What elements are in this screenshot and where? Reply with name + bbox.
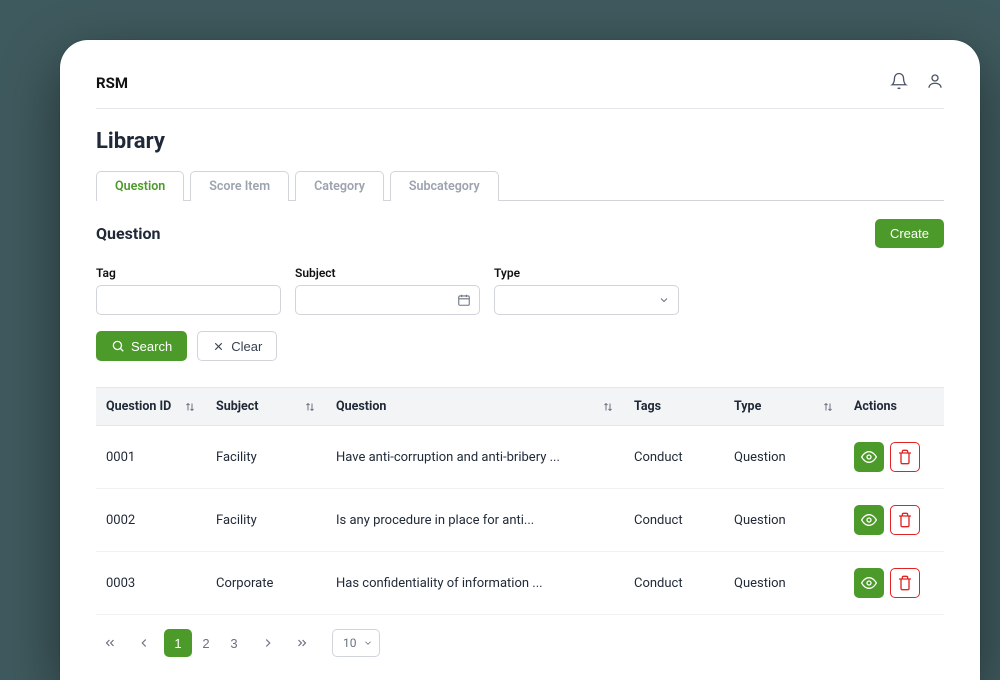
- col-header-id[interactable]: Question ID: [96, 388, 206, 426]
- topbar: RSM: [96, 72, 944, 109]
- cell-type: Question: [724, 552, 844, 615]
- view-button[interactable]: [854, 568, 884, 598]
- table-row: 0001FacilityHave anti-corruption and ant…: [96, 426, 944, 489]
- tab-score-item[interactable]: Score Item: [190, 171, 289, 201]
- bell-icon[interactable]: [890, 72, 908, 94]
- clear-button[interactable]: Clear: [197, 331, 277, 361]
- sort-icon: [602, 401, 614, 413]
- page-next-button[interactable]: [254, 629, 282, 657]
- cell-tags: Conduct: [624, 489, 724, 552]
- col-header-question[interactable]: Question: [326, 388, 624, 426]
- col-header-type-label: Type: [734, 399, 761, 414]
- page-last-button[interactable]: [288, 629, 316, 657]
- chevron-right-icon: [261, 636, 275, 650]
- page-number-3[interactable]: 3: [220, 629, 248, 657]
- col-header-tags: Tags: [624, 388, 724, 426]
- subject-input[interactable]: [295, 285, 480, 315]
- col-header-type[interactable]: Type: [724, 388, 844, 426]
- tab-category[interactable]: Category: [295, 171, 384, 201]
- cell-type: Question: [724, 426, 844, 489]
- sort-icon: [822, 401, 834, 413]
- trash-icon: [897, 575, 913, 591]
- delete-button[interactable]: [890, 442, 920, 472]
- page-size-value: 10: [343, 636, 357, 650]
- sort-icon: [304, 401, 316, 413]
- chevron-down-icon: [363, 638, 373, 648]
- cell-subject: Facility: [206, 426, 326, 489]
- view-button[interactable]: [854, 505, 884, 535]
- cell-question: Has confidentiality of information ...: [326, 552, 624, 615]
- col-header-subject-label: Subject: [216, 399, 258, 414]
- cell-id: 0001: [96, 426, 206, 489]
- questions-table: Question ID Subject Question Tags Type: [96, 387, 944, 615]
- search-button[interactable]: Search: [96, 331, 187, 361]
- page-prev-button[interactable]: [130, 629, 158, 657]
- brand-logo: RSM: [96, 74, 128, 92]
- chevrons-right-icon: [295, 636, 309, 650]
- section-title: Question: [96, 224, 161, 243]
- cell-subject: Corporate: [206, 552, 326, 615]
- sort-icon: [184, 401, 196, 413]
- close-icon: [212, 340, 225, 353]
- col-header-actions: Actions: [844, 388, 944, 426]
- tabs: QuestionScore ItemCategorySubcategory: [96, 170, 944, 201]
- calendar-icon: [457, 293, 471, 307]
- delete-button[interactable]: [890, 568, 920, 598]
- section-header: Question Create: [96, 219, 944, 248]
- filter-actions: Search Clear: [96, 331, 944, 361]
- trash-icon: [897, 449, 913, 465]
- tab-question[interactable]: Question: [96, 171, 184, 201]
- tab-subcategory[interactable]: Subcategory: [390, 171, 499, 201]
- chevron-left-icon: [137, 636, 151, 650]
- filter-tag-label: Tag: [96, 266, 281, 280]
- col-header-id-label: Question ID: [106, 399, 171, 414]
- filter-type-label: Type: [494, 266, 679, 280]
- table-row: 0002FacilityIs any procedure in place fo…: [96, 489, 944, 552]
- chevron-down-icon: [658, 294, 670, 306]
- search-icon: [111, 339, 125, 353]
- chevrons-left-icon: [103, 636, 117, 650]
- cell-actions: [844, 552, 944, 615]
- cell-tags: Conduct: [624, 552, 724, 615]
- page-number-2[interactable]: 2: [192, 629, 220, 657]
- app-window: RSM Library QuestionScore ItemCategorySu…: [60, 40, 980, 680]
- eye-icon: [861, 512, 877, 528]
- filter-subject-label: Subject: [295, 266, 480, 280]
- tag-input[interactable]: [96, 285, 281, 315]
- user-icon[interactable]: [926, 72, 944, 94]
- page-first-button[interactable]: [96, 629, 124, 657]
- col-header-subject[interactable]: Subject: [206, 388, 326, 426]
- delete-button[interactable]: [890, 505, 920, 535]
- cell-actions: [844, 426, 944, 489]
- col-header-question-label: Question: [336, 399, 386, 414]
- cell-subject: Facility: [206, 489, 326, 552]
- filters: Tag Subject Type: [96, 266, 944, 315]
- cell-question: Have anti-corruption and anti-bribery ..…: [326, 426, 624, 489]
- pagination: 123 10: [96, 629, 944, 657]
- col-header-tags-label: Tags: [634, 399, 661, 414]
- filter-subject: Subject: [295, 266, 480, 315]
- clear-button-label: Clear: [231, 340, 262, 353]
- cell-id: 0002: [96, 489, 206, 552]
- cell-tags: Conduct: [624, 426, 724, 489]
- type-select[interactable]: [494, 285, 679, 315]
- col-header-actions-label: Actions: [854, 399, 897, 414]
- page-title: Library: [96, 129, 944, 154]
- search-button-label: Search: [131, 340, 172, 353]
- filter-type: Type: [494, 266, 679, 315]
- cell-id: 0003: [96, 552, 206, 615]
- cell-actions: [844, 489, 944, 552]
- filter-tag: Tag: [96, 266, 281, 315]
- view-button[interactable]: [854, 442, 884, 472]
- create-button[interactable]: Create: [875, 219, 944, 248]
- page-size-select[interactable]: 10: [332, 629, 380, 657]
- trash-icon: [897, 512, 913, 528]
- eye-icon: [861, 575, 877, 591]
- cell-type: Question: [724, 489, 844, 552]
- cell-question: Is any procedure in place for anti...: [326, 489, 624, 552]
- eye-icon: [861, 449, 877, 465]
- table-row: 0003CorporateHas confidentiality of info…: [96, 552, 944, 615]
- topbar-actions: [890, 72, 944, 94]
- page-number-1[interactable]: 1: [164, 629, 192, 657]
